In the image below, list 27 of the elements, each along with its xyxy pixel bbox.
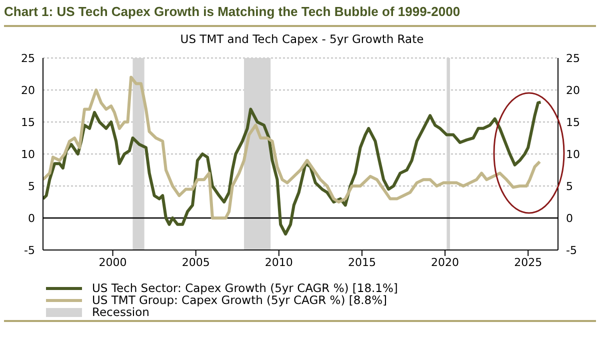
y-tick-label: 10 — [21, 148, 35, 161]
legend-label: US Tech Sector: Capex Growth (5yr CAGR %) [18.1%] — [92, 281, 398, 295]
x-tick-label: 2025 — [514, 256, 542, 269]
chart-title: Chart 1: US Tech Capex Growth is Matching the Tech Bubble of 1999-2000 — [4, 4, 460, 19]
y-tick-label: 5 — [28, 180, 35, 193]
x-tick-label: 2015 — [348, 256, 376, 269]
line-series — [43, 100, 542, 236]
y-tick-label: -5 — [24, 244, 35, 257]
legend-label: US TMT Group: Capex Growth (5yr CAGR %) [8.8%] — [92, 293, 388, 307]
y-tick-label: 25 — [21, 52, 35, 65]
x-tick-label: 2010 — [264, 256, 293, 269]
y2-tick-label: -5 — [566, 244, 577, 257]
y2-tick-label: 10 — [566, 148, 580, 161]
y-tick-label: 15 — [21, 116, 35, 129]
y2-tick-label: 5 — [566, 180, 573, 193]
line-series — [43, 76, 542, 220]
chart-subtitle: US TMT and Tech Capex - 5yr Growth Rate — [179, 32, 425, 46]
y2-tick-label: 0 — [566, 212, 573, 225]
y2-tick-label: 20 — [566, 84, 580, 97]
legend-label: Recession — [92, 305, 150, 319]
y2-tick-label: 25 — [566, 52, 580, 65]
x-tick-label: 2020 — [431, 256, 460, 269]
y2-tick-label: 15 — [566, 116, 580, 129]
x-tick-label: 2000 — [98, 256, 127, 269]
y-tick-label: 0 — [28, 212, 35, 225]
y-tick-label: 20 — [21, 84, 35, 97]
x-tick-label: 2005 — [182, 256, 210, 269]
